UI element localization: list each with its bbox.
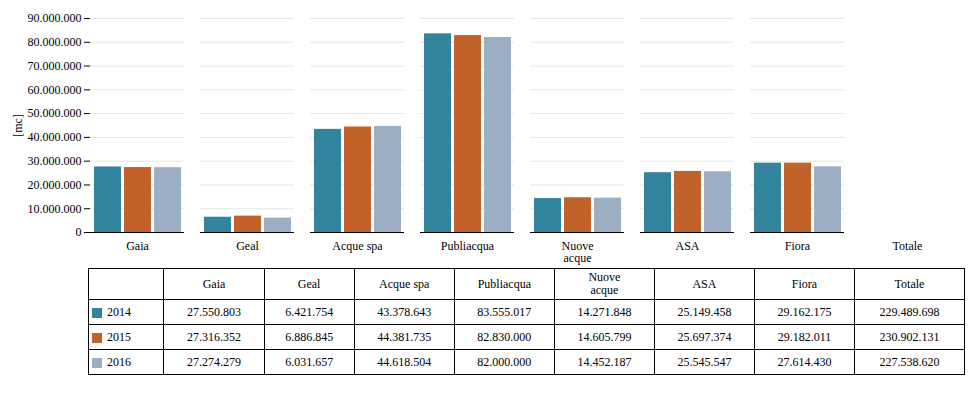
html-text:82.000.000: 82.000.000 (477, 354, 532, 369)
html-text:Publiacqua: Publiacqua (477, 276, 531, 291)
html-text:6.886.845: 6.886.845 (285, 329, 334, 344)
html-text:27.614.430: 27.614.430 (777, 354, 832, 369)
html-text:227.538.620: 227.538.620 (879, 354, 940, 369)
svg-text:Acque spa: Acque spa (332, 239, 383, 253)
html-text:6.421.754: 6.421.754 (285, 304, 334, 319)
svg-text:30.000.000: 30.000.000 (28, 154, 82, 168)
svg-text:90.000.000: 90.000.000 (28, 11, 82, 25)
html-text:27.274.279: 27.274.279 (187, 354, 241, 369)
html-text:6.031.657: 6.031.657 (285, 354, 334, 369)
html-text:2015: 2015 (107, 329, 131, 344)
svg-text:60.000.000: 60.000.000 (28, 83, 82, 97)
html-text:2016: 2016 (107, 354, 131, 369)
svg-text:10.000.000: 10.000.000 (28, 202, 82, 216)
svg-text:0: 0 (76, 225, 82, 239)
svg-text:ASA: ASA (675, 239, 699, 253)
svg-text:70.000.000: 70.000.000 (28, 59, 82, 73)
html-text:Totale: Totale (894, 276, 925, 291)
svg-text:40.000.000: 40.000.000 (28, 130, 82, 144)
svg-text:Geal: Geal (236, 239, 259, 253)
html-text:230.902.131: 230.902.131 (879, 329, 940, 344)
svg-text:Gaia: Gaia (126, 239, 149, 253)
svg-text:Nuoveacque: Nuoveacque (562, 239, 594, 265)
html-text:Gaia: Gaia (202, 276, 226, 291)
html-text:ASA: ASA (692, 276, 717, 291)
html-text:25.545.547: 25.545.547 (677, 354, 732, 369)
html-text:Nuove acque: Nuove acque (588, 270, 621, 298)
html-text:14.271.848: 14.271.848 (577, 304, 632, 319)
html-text:14.605.799: 14.605.799 (577, 329, 632, 344)
html-text:Geal: Geal (297, 276, 321, 291)
html-text:Acque spa: Acque spa (379, 276, 430, 291)
svg-text:Publiacqua: Publiacqua (441, 239, 495, 253)
svg-text:Totale: Totale (893, 239, 923, 253)
html-text:43.378.643: 43.378.643 (377, 304, 432, 319)
svg-text:Fiora: Fiora (785, 239, 811, 253)
html-text:44.381.735: 44.381.735 (377, 329, 432, 344)
html-text:27.316.352: 27.316.352 (187, 329, 241, 344)
html-text:82.830.000: 82.830.000 (477, 329, 532, 344)
html-text:29.162.175: 29.162.175 (777, 304, 832, 319)
svg-text:[mc]: [mc] (11, 114, 25, 137)
html-text:83.555.017: 83.555.017 (477, 304, 532, 319)
html-text:229.489.698: 229.489.698 (879, 304, 940, 319)
html-text:25.149.458: 25.149.458 (677, 304, 732, 319)
svg-text:20.000.000: 20.000.000 (28, 178, 82, 192)
html-text:44.618.504: 44.618.504 (377, 354, 432, 369)
html-text:27.550.803: 27.550.803 (187, 304, 241, 319)
svg-text:80.000.000: 80.000.000 (28, 35, 82, 49)
html-text:Fiora: Fiora (791, 276, 818, 291)
html-text:29.182.011: 29.182.011 (777, 329, 832, 344)
html-text:25.697.374: 25.697.374 (677, 329, 732, 344)
html-text:14.452.187: 14.452.187 (577, 354, 632, 369)
html-text:2014: 2014 (107, 304, 131, 319)
svg-text:50.000.000: 50.000.000 (28, 106, 82, 120)
